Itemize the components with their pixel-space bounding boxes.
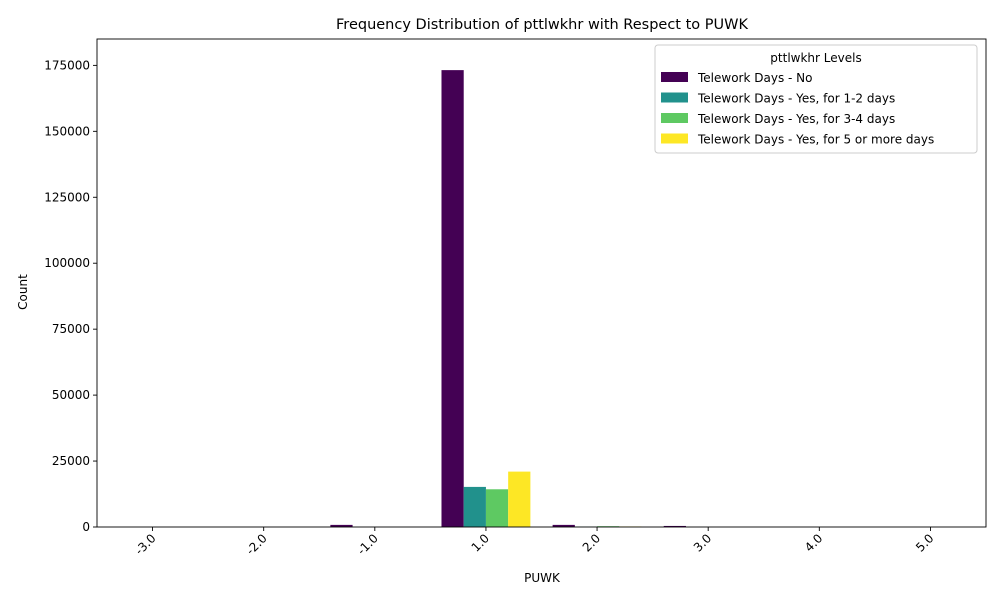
- legend-entry-label: Telework Days - Yes, for 1-2 days: [697, 92, 895, 106]
- bar-telework-days-no-1.0: [441, 70, 463, 527]
- y-tick-label: 50000: [52, 388, 90, 402]
- bar-telework-days-yes-for-5-or-more-days-1.0: [508, 472, 530, 527]
- legend-swatch: [661, 134, 688, 144]
- y-tick-label: 75000: [52, 322, 90, 336]
- y-tick-label: 175000: [44, 58, 90, 72]
- y-tick-label: 125000: [44, 190, 90, 204]
- bar-telework-days-yes-for-1-2-days-1.0: [464, 487, 486, 527]
- legend-entry-label: Telework Days - No: [697, 71, 812, 85]
- y-tick-label: 0: [82, 520, 90, 534]
- x-tick-label: 1.0: [469, 531, 492, 554]
- x-axis-label: PUWK: [524, 571, 561, 585]
- y-tick-label: 100000: [44, 256, 90, 270]
- bars-layer: [330, 70, 686, 527]
- x-tick-label: 5.0: [913, 531, 936, 554]
- legend: pttlwkhr Levels Telework Days - No Telewor…: [655, 45, 977, 153]
- x-tick-label: 3.0: [691, 531, 714, 554]
- bar-telework-days-yes-for-3-4-days-1.0: [486, 489, 508, 527]
- x-tick-label: 4.0: [802, 531, 825, 554]
- x-tick-label: -3.0: [132, 531, 158, 557]
- legend-title: pttlwkhr Levels: [770, 51, 861, 65]
- y-axis-label: Count: [16, 274, 30, 310]
- legend-swatch: [661, 72, 688, 82]
- chart-title: Frequency Distribution of pttlwkhr with …: [336, 17, 748, 33]
- x-tick-label: -2.0: [243, 531, 269, 557]
- x-tick-label: -1.0: [354, 531, 380, 557]
- legend-entry-label: Telework Days - Yes, for 5 or more days: [697, 133, 934, 147]
- y-tick-label: 150000: [44, 124, 90, 138]
- legend-swatch: [661, 113, 688, 123]
- legend-swatch: [661, 93, 688, 103]
- x-tick-label: 2.0: [580, 531, 603, 554]
- legend-entry-label: Telework Days - Yes, for 3-4 days: [697, 112, 895, 126]
- y-tick-label: 25000: [52, 454, 90, 468]
